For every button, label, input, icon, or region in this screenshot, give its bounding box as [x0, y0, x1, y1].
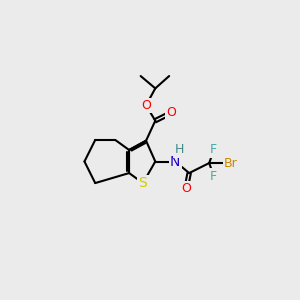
- Text: O: O: [141, 99, 151, 112]
- Text: N: N: [170, 154, 181, 169]
- Text: H: H: [175, 143, 184, 157]
- Text: Br: Br: [224, 157, 238, 169]
- Text: F: F: [210, 169, 218, 183]
- Text: S: S: [139, 176, 147, 190]
- Text: O: O: [166, 106, 175, 119]
- Text: O: O: [181, 182, 191, 195]
- Text: F: F: [210, 143, 218, 157]
